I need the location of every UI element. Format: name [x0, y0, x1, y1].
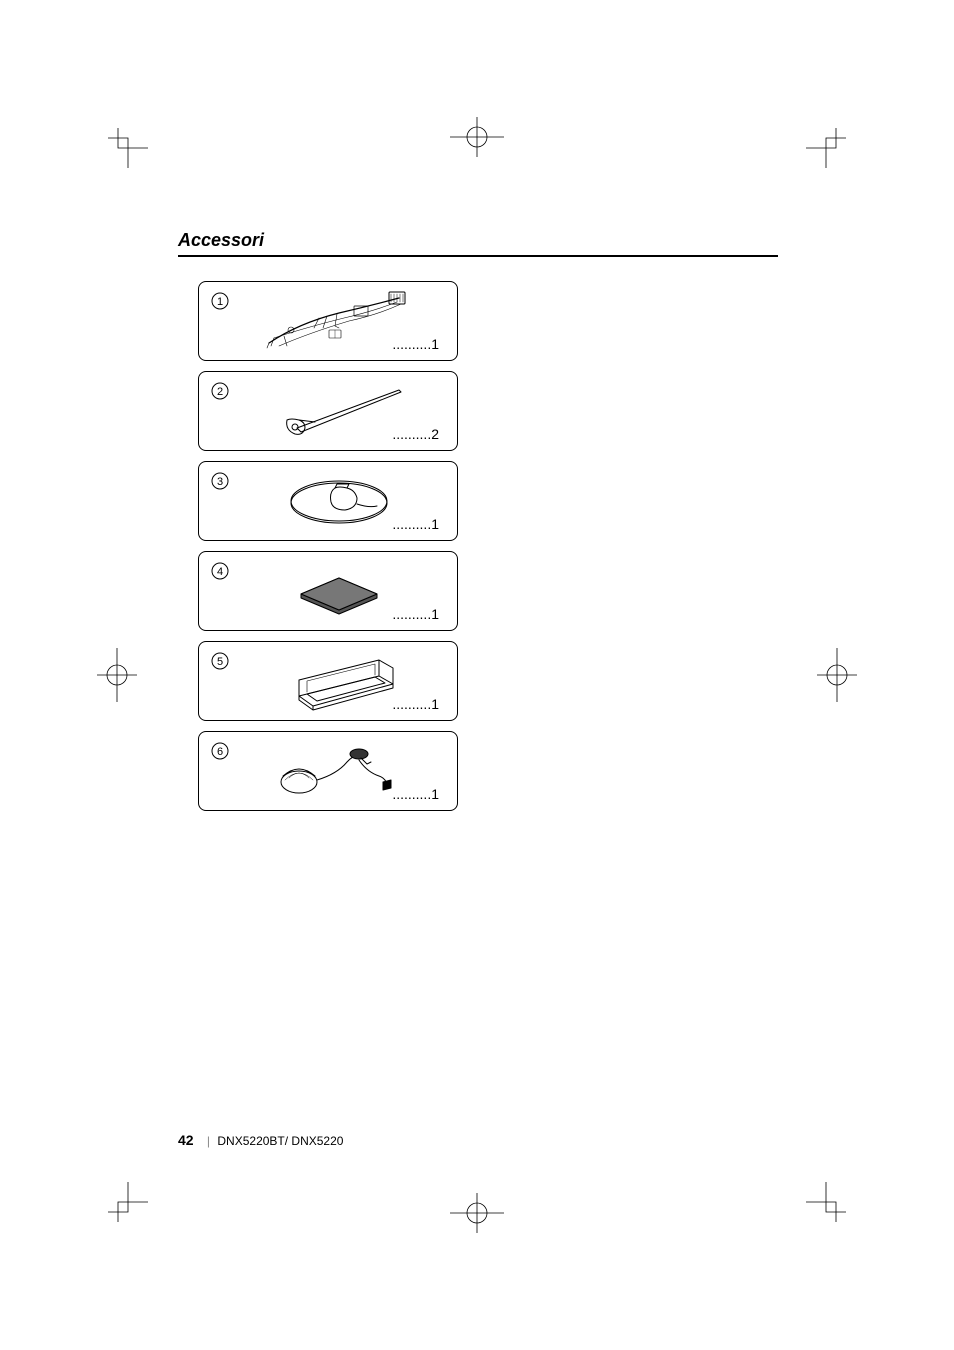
crop-mark-top-left: [108, 128, 148, 168]
circled-number-1: 1: [211, 292, 229, 310]
svg-text:2: 2: [217, 386, 223, 398]
quantity-label: ..........1: [392, 696, 439, 712]
footer-separator: |: [207, 1134, 210, 1148]
circled-number-6: 6: [211, 742, 229, 760]
crop-mark-bottom-right: [806, 1182, 846, 1222]
circled-number-5: 5: [211, 652, 229, 670]
svg-text:5: 5: [217, 656, 223, 668]
page-number: 42: [178, 1132, 194, 1148]
crop-mark-top-center: [450, 117, 504, 157]
accessory-row-5: 5 ..........1: [198, 641, 458, 721]
accessory-row-1: 1 ..........1: [198, 281, 458, 361]
svg-text:6: 6: [217, 746, 223, 758]
crop-mark-mid-left: [97, 648, 137, 702]
circled-number-3: 3: [211, 472, 229, 490]
quantity-label: ..........1: [392, 516, 439, 532]
svg-text:3: 3: [217, 476, 223, 488]
accessory-row-2: 2 ..........2: [198, 371, 458, 451]
accessory-row-3: 3 ..........1: [198, 461, 458, 541]
page-footer: 42 | DNX5220BT/ DNX5220: [178, 1132, 343, 1148]
svg-text:4: 4: [217, 566, 223, 578]
quantity-label: ..........1: [392, 336, 439, 352]
accessory-row-6: 6 ..........1: [198, 731, 458, 811]
quantity-label: ..........1: [392, 606, 439, 622]
circled-number-2: 2: [211, 382, 229, 400]
heading-rule: [178, 255, 778, 257]
section-heading: Accessori: [178, 230, 778, 251]
svg-text:1: 1: [217, 296, 223, 308]
page-content: Accessori 1 ..........1 2: [178, 230, 778, 821]
crop-mark-bottom-center: [450, 1193, 504, 1233]
quantity-label: ..........2: [392, 426, 439, 442]
accessory-row-4: 4 ..........1: [198, 551, 458, 631]
circled-number-4: 4: [211, 562, 229, 580]
crop-mark-bottom-left: [108, 1182, 148, 1222]
crop-mark-top-right: [806, 128, 846, 168]
footer-model: DNX5220BT/ DNX5220: [217, 1134, 343, 1148]
crop-mark-mid-right: [817, 648, 857, 702]
quantity-label: ..........1: [392, 786, 439, 802]
